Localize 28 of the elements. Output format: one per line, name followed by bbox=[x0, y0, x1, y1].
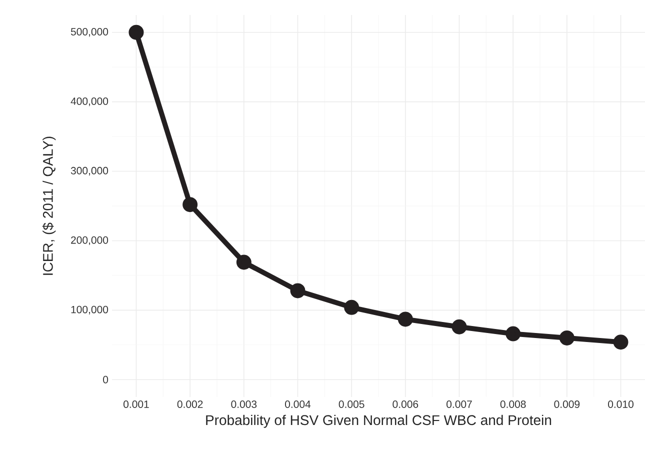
point bbox=[290, 283, 306, 298]
x-tick-label: 0.002 bbox=[177, 400, 203, 408]
x-tick-label: 0.009 bbox=[554, 400, 580, 408]
point bbox=[559, 330, 574, 346]
y-tick-label: 200,000 bbox=[71, 236, 108, 246]
y-tick-label: 300,000 bbox=[70, 166, 108, 176]
y-tick-label: 0 bbox=[103, 376, 108, 384]
point bbox=[398, 312, 413, 327]
point bbox=[182, 197, 198, 212]
y-tick-label: 100,000 bbox=[71, 306, 108, 315]
x-tick-label: 0.010 bbox=[608, 400, 634, 408]
x-tick-label: 0.008 bbox=[500, 400, 526, 408]
y-tick-label: 400,000 bbox=[70, 97, 108, 106]
x-tick-label: 0.004 bbox=[285, 400, 311, 408]
x-tick-label: 0.001 bbox=[124, 400, 149, 408]
x-tick-label: 0.006 bbox=[392, 400, 418, 408]
point bbox=[236, 254, 252, 270]
point bbox=[344, 300, 360, 315]
y-axis-title: ICER, ($ 2011 / QALY) bbox=[42, 136, 56, 275]
x-tick-label: 0.003 bbox=[231, 400, 257, 408]
y-tick-label: 500,000 bbox=[70, 28, 108, 37]
point bbox=[452, 319, 467, 334]
x-tick-label: 0.007 bbox=[446, 400, 472, 408]
x-axis-title: Probability of HSV Given Normal CSF WBC and Protein bbox=[206, 414, 552, 428]
point bbox=[128, 24, 144, 40]
x-tick-label: 0.005 bbox=[338, 400, 364, 408]
point bbox=[506, 326, 521, 342]
point bbox=[613, 334, 628, 350]
